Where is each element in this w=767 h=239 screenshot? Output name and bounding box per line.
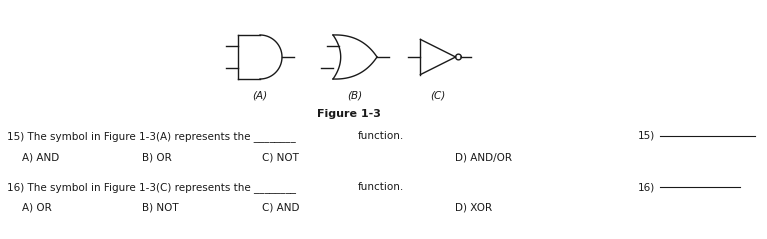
Text: C) NOT: C) NOT <box>262 152 299 162</box>
Text: 15) The symbol in Figure 1-3(A) represents the ________: 15) The symbol in Figure 1-3(A) represen… <box>7 131 296 142</box>
Text: function.: function. <box>358 131 404 141</box>
Text: B) NOT: B) NOT <box>142 203 179 213</box>
Text: function.: function. <box>358 182 404 192</box>
Text: D) AND/OR: D) AND/OR <box>455 152 512 162</box>
Text: C) AND: C) AND <box>262 203 299 213</box>
Text: A) OR: A) OR <box>22 203 51 213</box>
Text: (C): (C) <box>430 90 446 100</box>
Text: (B): (B) <box>347 90 363 100</box>
Text: Figure 1-3: Figure 1-3 <box>317 109 381 119</box>
Text: 16) The symbol in Figure 1-3(C) represents the ________: 16) The symbol in Figure 1-3(C) represen… <box>7 182 296 193</box>
Text: (A): (A) <box>252 90 268 100</box>
Text: B) OR: B) OR <box>142 152 172 162</box>
Text: 16): 16) <box>638 182 655 192</box>
Text: D) XOR: D) XOR <box>455 203 492 213</box>
Text: A) AND: A) AND <box>22 152 59 162</box>
Text: 15): 15) <box>638 131 655 141</box>
